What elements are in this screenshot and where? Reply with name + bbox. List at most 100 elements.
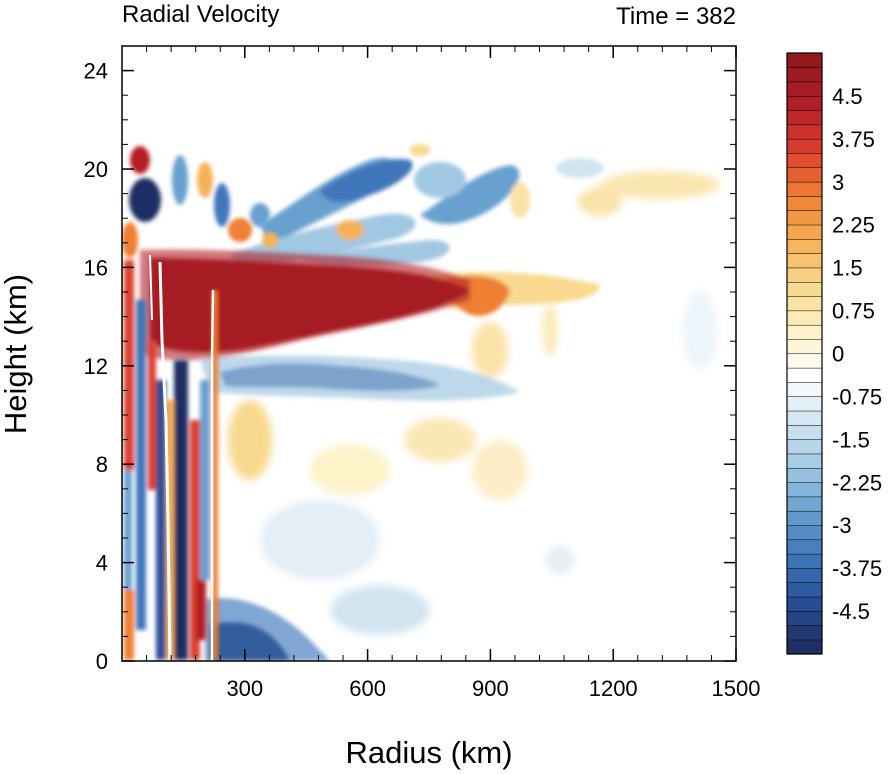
core-col-blue-5 xyxy=(200,380,210,580)
field-inner-core xyxy=(122,146,278,660)
colorbar-label: -3.75 xyxy=(832,556,882,581)
colorbar-segment xyxy=(786,396,823,412)
y-tick-label: 12 xyxy=(84,354,108,379)
colorbar-segment xyxy=(786,181,823,197)
x-axis-label: Radius (km) xyxy=(345,735,512,770)
core-col-red-4 xyxy=(190,420,200,660)
core-col-blue-1 xyxy=(124,470,132,590)
colorbar-label: 0.75 xyxy=(832,299,875,324)
colorbar-segment xyxy=(786,410,823,426)
colorbar-segment xyxy=(786,596,823,612)
core-upper-blue-3 xyxy=(214,183,230,227)
colorbar-segment xyxy=(786,539,823,555)
core-col-blue-3 xyxy=(156,380,166,660)
colorbar-segment xyxy=(786,496,823,512)
colorbar-segment xyxy=(786,324,823,340)
field-upper-weak-outflow xyxy=(600,171,720,199)
core-upper-red-5 xyxy=(262,232,278,248)
colorbar-segment xyxy=(786,439,823,455)
field-upper-small-outflow-2 xyxy=(410,144,430,156)
field-mid-outflow-3 xyxy=(228,400,272,480)
colorbar-label: -1.5 xyxy=(832,427,870,452)
x-tick-label: 600 xyxy=(349,676,386,701)
x-axis: 300 600 900 1200 1500 xyxy=(146,46,761,701)
colorbar-segment xyxy=(786,152,823,169)
field-core-streaks xyxy=(149,254,215,661)
colorbar-segment xyxy=(786,482,823,498)
colorbar-segment xyxy=(786,639,823,655)
field-main-layers xyxy=(140,249,600,661)
y-tick-label: 4 xyxy=(96,551,108,576)
core-streak-3 xyxy=(149,254,153,321)
colorbar-label: -4.5 xyxy=(832,599,870,624)
field-mid-outflow-2 xyxy=(472,440,528,500)
colorbar-segment xyxy=(786,95,823,111)
field-upper-inflow-patch-2 xyxy=(556,158,604,178)
colorbar-label: 0 xyxy=(832,342,844,367)
colorbar-segment xyxy=(786,67,823,83)
x-tick-label: 1500 xyxy=(712,676,761,701)
field-tail-outflow xyxy=(472,322,508,378)
colorbar-segment xyxy=(786,238,823,254)
y-tick-label: 24 xyxy=(84,59,108,84)
colorbar-segment xyxy=(786,553,823,569)
colorbar-label: -2.25 xyxy=(832,470,882,495)
core-col-red-5 xyxy=(196,580,206,640)
field-soft-layer xyxy=(228,171,720,635)
colorbar-segment xyxy=(786,338,823,355)
y-tick-label: 8 xyxy=(96,452,108,477)
colorbar-label: -0.75 xyxy=(832,384,882,409)
chart-title-right: Time = 382 xyxy=(616,3,736,30)
field-upper-inflow-patch xyxy=(414,162,466,198)
colorbar-segment xyxy=(786,124,823,140)
colorbar-label: 3.75 xyxy=(832,127,875,152)
colorbar-label: 3 xyxy=(832,170,844,195)
colorbar: -4.5 -3.75 -3 -2.25 -1.5 -0.75 0 0.75 1.5 2.25 3 3.… xyxy=(786,52,882,655)
x-tick-label: 300 xyxy=(226,676,263,701)
field-upper-inflow-band-4 xyxy=(420,165,520,225)
core-col-red-low xyxy=(124,590,134,660)
field-weak-inflow-1 xyxy=(260,500,380,580)
field-upper-small-outflow xyxy=(336,220,364,240)
x-tick-label: 1200 xyxy=(589,676,638,701)
colorbar-segment xyxy=(786,109,823,126)
field-upper-inflow xyxy=(230,144,604,270)
colorbar-segment xyxy=(786,582,823,598)
colorbar-segment xyxy=(786,353,823,369)
colorbar-segment xyxy=(786,224,823,240)
colorbar-segment xyxy=(786,195,823,211)
chart-title-left: Radial Velocity xyxy=(122,1,279,28)
core-col-orange-6 xyxy=(212,290,218,660)
colorbar-segment xyxy=(786,610,823,626)
colorbar-frame xyxy=(786,52,823,655)
colorbar-segment xyxy=(786,510,823,526)
core-upper-blue-2 xyxy=(172,155,188,205)
plot-frame xyxy=(121,45,737,662)
colorbar-segment xyxy=(786,281,823,297)
colorbar-segment xyxy=(786,253,823,269)
core-streak-1 xyxy=(158,261,172,661)
colorbar-label: 2.25 xyxy=(832,213,875,238)
colorbar-label: 4.5 xyxy=(832,84,863,109)
colorbar-segment xyxy=(786,167,823,183)
colorbar-segment xyxy=(786,267,823,283)
field-upper-small-outflow-3 xyxy=(510,182,530,218)
field-tail-outflow-2 xyxy=(542,304,558,356)
colorbar-segment xyxy=(786,625,823,641)
field-lowlevel-inflow-halo xyxy=(205,598,330,661)
colorbar-segment xyxy=(786,210,823,226)
field-weak-inflow-4 xyxy=(546,546,574,574)
core-col-red-2 xyxy=(148,340,156,490)
field-midlevel-inflow-halo xyxy=(200,355,520,401)
colorbar-segment xyxy=(786,424,823,440)
colorbar-label: -3 xyxy=(832,513,852,538)
colorbar-segment xyxy=(786,52,823,68)
y-axis: 0 4 8 12 16 20 24 xyxy=(84,59,736,674)
y-tick-label: 16 xyxy=(84,255,108,280)
colorbar-segment xyxy=(786,296,823,312)
field-weak-inflow-2 xyxy=(330,585,430,635)
colorbar-segment xyxy=(786,453,823,469)
field-weak-inflow-3 xyxy=(682,290,718,370)
colorbar-segment xyxy=(786,367,823,383)
